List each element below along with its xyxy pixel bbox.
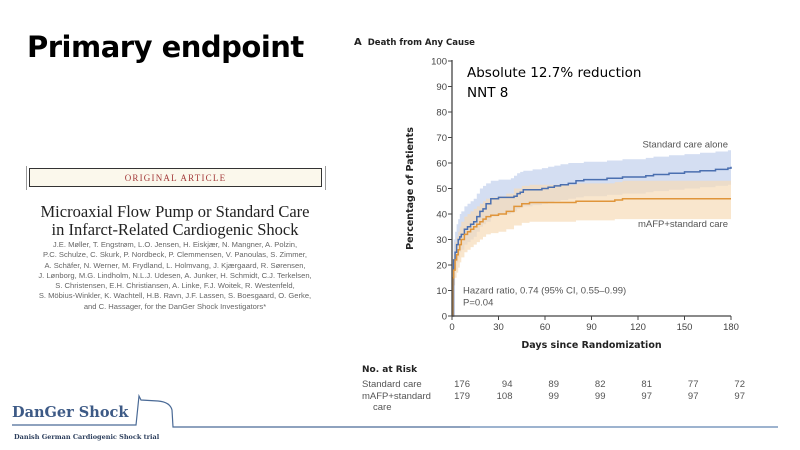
author-line: S. Christensen, E.H. Christiansen, A. Li… <box>55 281 295 291</box>
y-tick-label: 90 <box>436 82 447 93</box>
risk-cell: 81 <box>641 379 652 390</box>
x-tick-label: 150 <box>677 322 693 333</box>
risk-cell: 94 <box>501 379 513 390</box>
author-line: S. Möbius-Winkler, K. Wachtell, H.B. Rav… <box>38 291 312 301</box>
nnt: NNT 8 <box>467 85 509 101</box>
ecg-trace-icon <box>12 393 470 428</box>
y-tick-label: 40 <box>436 210 447 221</box>
hazard-ratio-text: Hazard ratio, 0.74 (95% CI, 0.55–0.99) <box>463 286 626 297</box>
article-title-line: Microaxial Flow Pump or Standard Care <box>40 202 310 221</box>
curve-standard-care <box>452 166 732 317</box>
risk-cell: 179 <box>454 391 470 402</box>
author-line: P.C. Schulze, C. Skurk, P. Nordbeck, P. … <box>43 250 307 260</box>
y-tick-label: 100 <box>431 57 447 68</box>
y-tick-label: 20 <box>436 261 447 272</box>
effect-annotation: Absolute 12.7% reduction NNT 8 <box>467 63 641 103</box>
ci-bands <box>452 149 731 316</box>
risk-cell: 176 <box>454 379 470 390</box>
chart-labels: Days since Randomization Percentage of Pa… <box>405 127 728 351</box>
ci-band-mafp <box>452 180 731 316</box>
y-tick-label: 60 <box>436 159 447 170</box>
x-tick-label: 60 <box>540 322 551 333</box>
survival-curves <box>452 166 732 317</box>
series-label: mAFP+standard care <box>638 219 728 230</box>
article-title-line: in Infarct-Related Cardiogenic Shock <box>51 220 299 239</box>
x-tick-label: 30 <box>493 322 504 333</box>
article-banner-frame <box>26 166 326 190</box>
risk-cell: 99 <box>548 391 559 402</box>
risk-row-label: Standard care <box>362 379 422 390</box>
author-line: and C. Hassager, for the DanGer Shock In… <box>83 301 267 311</box>
absolute-reduction: Absolute 12.7% reduction <box>467 65 642 81</box>
risk-cell: 89 <box>548 379 559 390</box>
risk-cell: 97 <box>641 391 652 402</box>
y-tick-label: 50 <box>436 184 447 195</box>
risk-cell: 77 <box>687 379 699 390</box>
curve-mafp <box>452 197 731 317</box>
series-label: Standard care alone <box>642 140 728 151</box>
y-tick-label: 30 <box>436 235 447 246</box>
risk-cell: 99 <box>594 391 606 402</box>
p-value-text: P=0.04 <box>463 298 493 309</box>
risk-table-title: No. at Risk <box>362 365 418 375</box>
slide-title: Primary endpoint <box>27 30 304 64</box>
x-tick-label: 0 <box>449 322 454 333</box>
y-axis-label: Percentage of Patients <box>405 127 416 250</box>
risk-cell: 82 <box>594 379 606 390</box>
y-tick-label: 70 <box>436 133 447 144</box>
risk-cell: 108 <box>496 391 513 402</box>
axes: 0 10 20 30 40 50 60 70 80 90 100 0 30 60 90 120 150 180 <box>431 57 739 334</box>
x-tick-label: 90 <box>586 322 597 333</box>
risk-cell: 97 <box>734 391 745 402</box>
risk-row-label-cont: care <box>373 402 392 413</box>
chart-title: A Death from Any Cause <box>354 37 475 48</box>
logo-name: DanGer Shock <box>12 404 129 421</box>
logo-subtitle: Danish German Cardiogenic Shock trial <box>14 433 160 441</box>
article-title: Microaxial Flow Pump or Standard Care in… <box>0 203 350 239</box>
article-authors: J.E. Møller, T. Engstrøm, L.O. Jensen, H… <box>14 240 336 312</box>
risk-cell: 72 <box>734 379 745 390</box>
x-axis-label: Days since Randomization <box>521 340 661 351</box>
x-tick-label: 120 <box>630 322 646 333</box>
article-banner-label: ORIGINAL ARTICLE <box>124 172 227 183</box>
y-tick-label: 10 <box>436 286 447 297</box>
author-line: J. Lønborg, M.G. Lindholm, N.L.J. Udesen… <box>38 270 312 280</box>
y-tick-label: 80 <box>436 108 447 119</box>
x-tick-label: 180 <box>723 322 739 333</box>
y-tick-label: 0 <box>442 312 447 323</box>
risk-cell: 97 <box>687 391 699 402</box>
panel-letter: A <box>354 37 362 48</box>
risk-row-label: mAFP+standard <box>362 391 431 402</box>
chart-title-text: Death from Any Cause <box>367 38 475 48</box>
author-line: J.E. Møller, T. Engstrøm, L.O. Jensen, H… <box>52 240 298 249</box>
author-line: A. Schäfer, N. Werner, M. Frydland, L. H… <box>44 260 306 270</box>
article-banner: ORIGINAL ARTICLE <box>29 168 322 187</box>
